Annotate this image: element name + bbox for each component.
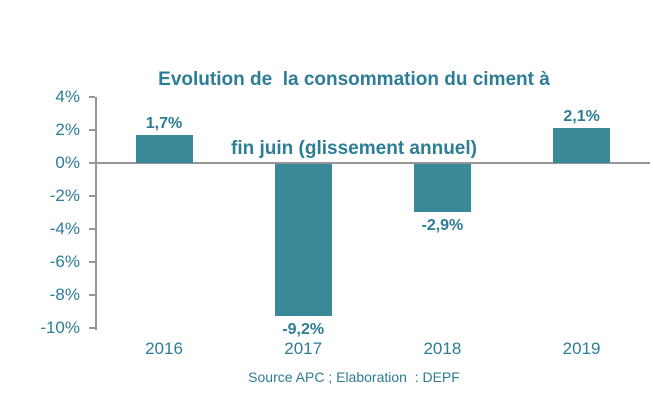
- y-tick-label: -6%: [49, 252, 80, 271]
- bar-2016: [135, 134, 193, 163]
- chart-title-line1: Evolution de la consommation du ciment à: [158, 69, 550, 90]
- y-axis-tick: [89, 162, 95, 164]
- y-axis-tick: [89, 195, 95, 197]
- y-tick-label: -4%: [49, 219, 80, 238]
- chart-title: Evolution de la consommation du ciment à…: [55, 22, 653, 206]
- y-tick-label: 4%: [55, 87, 80, 106]
- x-tick-label: 2018: [423, 339, 462, 358]
- y-tick-label: -8%: [49, 285, 80, 304]
- y-axis-tick: [89, 294, 95, 296]
- bar-value-label: -9,2%: [282, 320, 325, 338]
- bar-2017: [274, 164, 332, 316]
- zero-axis-line: [95, 162, 650, 164]
- y-axis-tick: [89, 261, 95, 263]
- y-tick-label: -10%: [40, 318, 80, 337]
- y-tick-label: 0%: [55, 153, 80, 172]
- x-tick-label: 2019: [562, 339, 601, 358]
- bar-2018: [413, 164, 471, 212]
- source-note: Source APC ; Elaboration : DEPF: [248, 369, 460, 385]
- x-tick-label: 2017: [284, 339, 323, 358]
- y-axis-tick: [89, 129, 95, 131]
- y-axis-line: [95, 97, 97, 330]
- chart-title-line2: fin juin (glissement annuel): [231, 138, 477, 159]
- bar-2019: [553, 128, 611, 163]
- bar-value-label: 2,1%: [563, 108, 600, 126]
- y-axis-tick: [89, 228, 95, 230]
- y-axis-tick: [89, 327, 95, 329]
- bar-value-label: -2,9%: [421, 216, 464, 234]
- y-tick-label: -2%: [49, 186, 80, 205]
- x-tick-label: 2016: [145, 339, 183, 358]
- y-tick-label: 2%: [55, 120, 80, 139]
- bar-value-label: 1,7%: [145, 114, 183, 132]
- y-axis-tick: [89, 96, 95, 98]
